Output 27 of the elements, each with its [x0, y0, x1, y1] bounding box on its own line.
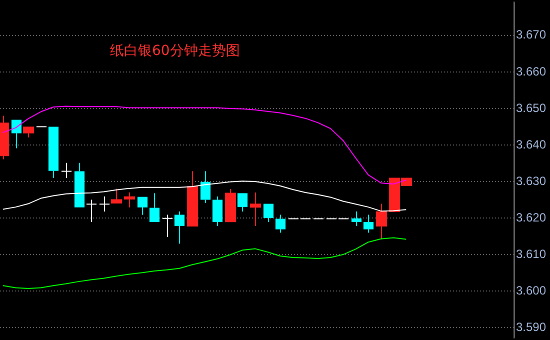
candlestick: [275, 214, 286, 234]
y-tick-label: 3.590: [516, 320, 546, 334]
candlestick: [98, 196, 110, 212]
candlestick: [162, 214, 174, 238]
y-tick-label: 3.660: [516, 64, 546, 78]
candlestick: [237, 193, 248, 212]
y-tick-label: 3.640: [516, 137, 546, 152]
candlestick: [174, 210, 185, 244]
y-tick-label: 3.650: [516, 100, 546, 115]
candlestick: [149, 192, 160, 222]
y-tick-label: 3.610: [516, 246, 546, 261]
candlestick: [48, 126, 59, 178]
candlestick: [74, 162, 85, 208]
candlestick: [11, 120, 22, 149]
candlestick: [263, 204, 274, 223]
candlestick: [351, 210, 362, 227]
y-tick-label: 3.670: [516, 28, 546, 42]
candlestick: [363, 214, 374, 234]
text: 纸白银60分钟走势图: [110, 42, 240, 60]
y-tick-label: 3.630: [516, 174, 546, 188]
candlestick: [137, 196, 148, 216]
candlestick: [60, 162, 72, 178]
candlestick: [212, 196, 223, 227]
y-tick-label: 3.600: [516, 283, 546, 298]
candlestick: [86, 199, 98, 223]
candlestick: [200, 170, 211, 204]
y-tick-label: 3.620: [516, 210, 546, 224]
